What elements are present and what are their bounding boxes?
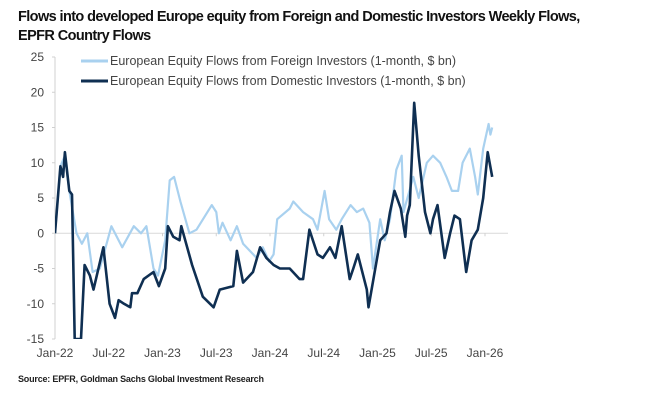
axes: -15 -10 -5 0 5 10 15 20 25 Jan-22 Jul-22 Jan-23 Jul-… — [27, 50, 508, 360]
y-tick-label: 20 — [31, 85, 45, 99]
x-tick-label: Jan-22 — [37, 346, 74, 360]
x-tick-label: Jan-24 — [252, 346, 289, 360]
x-tick-label: Jul-25 — [415, 346, 448, 360]
y-tick-label: 5 — [37, 191, 44, 205]
chart-title: Flows into developed Europe equity from … — [18, 8, 648, 46]
y-tick-label: -10 — [27, 297, 45, 311]
y-tick-label: -15 — [27, 332, 45, 346]
y-tick-label: 25 — [31, 50, 45, 64]
x-tick-label: Jan-23 — [144, 346, 181, 360]
title-line-2: EPFR Country Flows — [18, 28, 151, 44]
x-tick-label: Jul-22 — [92, 346, 125, 360]
legend-label-foreign: European Equity Flows from Foreign Inves… — [110, 54, 456, 68]
x-tick-label: Jan-26 — [467, 346, 504, 360]
x-tick-label: Jul-24 — [307, 346, 340, 360]
x-tick-label: Jan-25 — [359, 346, 396, 360]
domestic-investors-line — [55, 101, 494, 339]
series-lines — [55, 101, 494, 339]
y-tick-label: 0 — [37, 226, 44, 240]
legend: European Equity Flows from Foreign Inves… — [81, 54, 466, 88]
title-line-1: Flows into developed Europe equity from … — [18, 9, 580, 25]
foreign-investors-line — [55, 122, 494, 277]
y-tick-label: 10 — [31, 156, 45, 170]
legend-label-domestic: European Equity Flows from Domestic Inve… — [110, 74, 466, 88]
y-tick-label: -5 — [33, 262, 44, 276]
y-tick-label: 15 — [31, 121, 45, 135]
source-note: Source: EPFR, Goldman Sachs Global Inves… — [18, 374, 264, 384]
x-tick-label: Jul-23 — [200, 346, 233, 360]
